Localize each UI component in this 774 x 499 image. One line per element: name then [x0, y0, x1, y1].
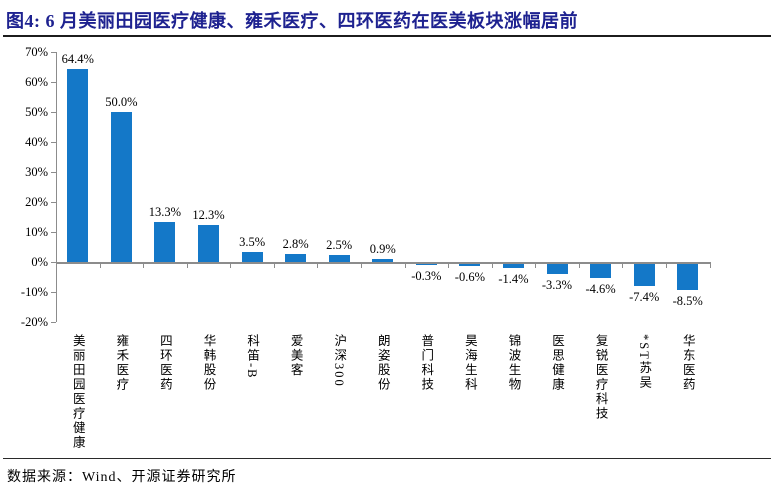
x-axis-tick-mark: [491, 262, 493, 268]
y-axis-line: [56, 52, 57, 322]
category-label: 华东医药: [680, 334, 695, 392]
category-label: 四环医药: [157, 334, 172, 392]
bar: [372, 259, 394, 262]
y-axis-tick-label: 60%: [25, 75, 48, 89]
category-label: *ST苏吴: [637, 334, 652, 390]
bar-value-label: 12.3%: [192, 208, 225, 223]
x-axis-tick-mark: [535, 262, 537, 268]
category-label: 锦波生物: [506, 334, 521, 392]
bar-value-label: 64.4%: [61, 51, 94, 66]
y-axis-tick-mark: [51, 52, 56, 53]
bar: [241, 251, 263, 262]
bar: [415, 264, 437, 265]
category-label: 普门科技: [419, 334, 434, 392]
y-axis-tick-label: -20%: [20, 315, 48, 329]
y-axis-tick-label: 20%: [25, 195, 48, 209]
x-axis-tick-mark: [361, 262, 362, 268]
bar: [546, 264, 568, 274]
x-axis-tick-mark: [404, 262, 406, 268]
figure-title: 图4: 6 月美丽田园医疗健康、雍禾医疗、四环医药在医美板块涨幅居前: [6, 11, 578, 31]
category-label: 复锐医疗科技: [593, 334, 608, 421]
footer-divider: [3, 458, 771, 459]
bar: [198, 225, 219, 262]
category-label: 美丽田园医疗健康: [70, 334, 85, 450]
x-axis-line: [56, 262, 710, 264]
bar-value-label: -1.4%: [498, 272, 529, 287]
category-label: 昊海生科: [462, 334, 477, 392]
category-label: 爱美客: [288, 334, 303, 378]
bar: [67, 68, 89, 262]
bar: [154, 222, 176, 262]
x-axis-tick-mark: [317, 262, 319, 268]
category-label: 华韩股份: [201, 334, 216, 392]
y-axis-tick-mark: [51, 112, 56, 113]
y-axis-tick-label: 70%: [25, 45, 48, 59]
x-axis-tick-mark: [56, 262, 57, 268]
bar-value-label: -7.4%: [629, 290, 660, 305]
bar-value-label: -0.3%: [411, 269, 442, 283]
y-axis-tick-mark: [51, 172, 56, 173]
bar: [328, 254, 350, 262]
bar: [285, 253, 307, 262]
bar-value-label: 13.3%: [148, 205, 182, 220]
y-axis-tick-mark: [51, 142, 56, 143]
title-divider: [3, 35, 771, 37]
bar-value-label: -0.6%: [454, 269, 485, 284]
y-axis-tick-label: 0%: [31, 255, 48, 269]
bar-value-label: 50.0%: [105, 95, 138, 109]
bar: [110, 112, 132, 262]
bar: [503, 264, 524, 269]
y-axis-tick-mark: [51, 262, 56, 263]
x-axis-tick-mark: [230, 262, 232, 268]
y-axis-tick-mark: [51, 82, 56, 83]
category-label: 朗姿股份: [375, 334, 390, 392]
y-axis-tick-label: 30%: [25, 165, 48, 179]
bar-value-label: 2.8%: [282, 236, 309, 251]
x-axis-tick-mark: [273, 262, 275, 268]
category-label: 雍禾医疗: [114, 334, 129, 392]
bar-value-label: -4.6%: [585, 281, 616, 296]
bar: [677, 264, 699, 290]
category-label: 沪深300: [332, 334, 347, 388]
x-axis-tick-mark: [578, 262, 580, 268]
x-axis-tick-mark: [143, 262, 145, 268]
x-axis-tick-mark: [622, 262, 624, 268]
category-label: 科笛-B: [245, 334, 260, 380]
y-axis-tick-mark: [51, 232, 56, 233]
x-axis-tick-mark: [186, 262, 188, 268]
y-axis-tick-label: 50%: [25, 105, 48, 119]
x-axis-tick-mark: [99, 262, 101, 268]
y-axis-tick-label: -10%: [20, 285, 48, 299]
x-axis-tick-mark: [665, 262, 667, 268]
bar-chart: 70% 60% 50% 40% 30% 20% 10% 0% -10% -20% 64.4% 美丽田园…: [20, 45, 711, 450]
y-axis-tick-mark: [51, 292, 56, 293]
y-axis-tick-mark: [51, 322, 56, 323]
bar: [459, 264, 481, 266]
bar-value-label: -8.5%: [672, 293, 703, 308]
bar: [590, 264, 612, 278]
y-axis-tick-label: 40%: [25, 135, 48, 149]
bar-value-label: 3.5%: [239, 234, 266, 249]
bar-value-label: 0.9%: [369, 242, 396, 257]
y-axis-tick-mark: [51, 202, 56, 203]
y-axis-tick-label: 10%: [25, 225, 48, 239]
bar-value-label: 2.5%: [326, 237, 353, 252]
bar-value-label: -3.3%: [541, 277, 573, 292]
x-axis-tick-mark: [709, 262, 711, 268]
x-axis-tick-mark: [448, 262, 450, 268]
bar: [633, 264, 655, 287]
data-source: 数据来源：Wind、开源证券研究所: [7, 470, 237, 485]
category-label: 医思健康: [550, 334, 564, 392]
